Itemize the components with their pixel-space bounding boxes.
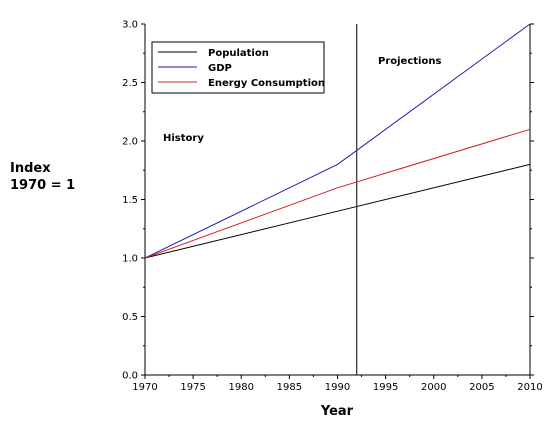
x-tick-label: 1990 (325, 382, 350, 393)
x-axis-label: Year (320, 404, 354, 419)
x-tick-label: 1995 (373, 382, 398, 393)
legend: Population GDP Energy Consumption (151, 41, 325, 94)
legend-label-population: Population (208, 48, 269, 59)
y-axis-label-line1: Index (10, 161, 51, 176)
x-tick-label: 1975 (180, 382, 205, 393)
y-tick-label: 2.0 (122, 137, 138, 148)
legend-label-energy: Energy Consumption (208, 78, 325, 89)
series-line-population (144, 163, 531, 259)
annotation-projections: Projections (378, 56, 441, 67)
x-tick-label: 1970 (132, 382, 157, 393)
series-line-energy-consumption (144, 128, 531, 259)
annotation-history: History (163, 133, 204, 144)
y-tick-label: 2.5 (122, 78, 138, 89)
y-tick-label: 3.0 (122, 20, 138, 31)
y-tick-label: 1.5 (122, 195, 138, 206)
x-tick-label: 2010 (517, 382, 542, 393)
x-tick-label: 1985 (277, 382, 302, 393)
x-tick-label: 1980 (229, 382, 254, 393)
y-tick-label: 1.0 (122, 254, 138, 265)
x-tick-label: 2005 (469, 382, 494, 393)
y-tick-label: 0.0 (122, 371, 138, 382)
legend-label-gdp: GDP (208, 63, 232, 74)
y-tick-label: 0.5 (122, 312, 138, 323)
y-axis-label-line2: 1970 = 1 (10, 178, 75, 193)
series-line-gdp (144, 23, 531, 259)
plot-area: 0.0 0.5 1.0 1.5 2.0 2.5 3.0 1970 1975 1980 1985 199… (122, 20, 543, 394)
x-tick-label: 2000 (421, 382, 446, 393)
